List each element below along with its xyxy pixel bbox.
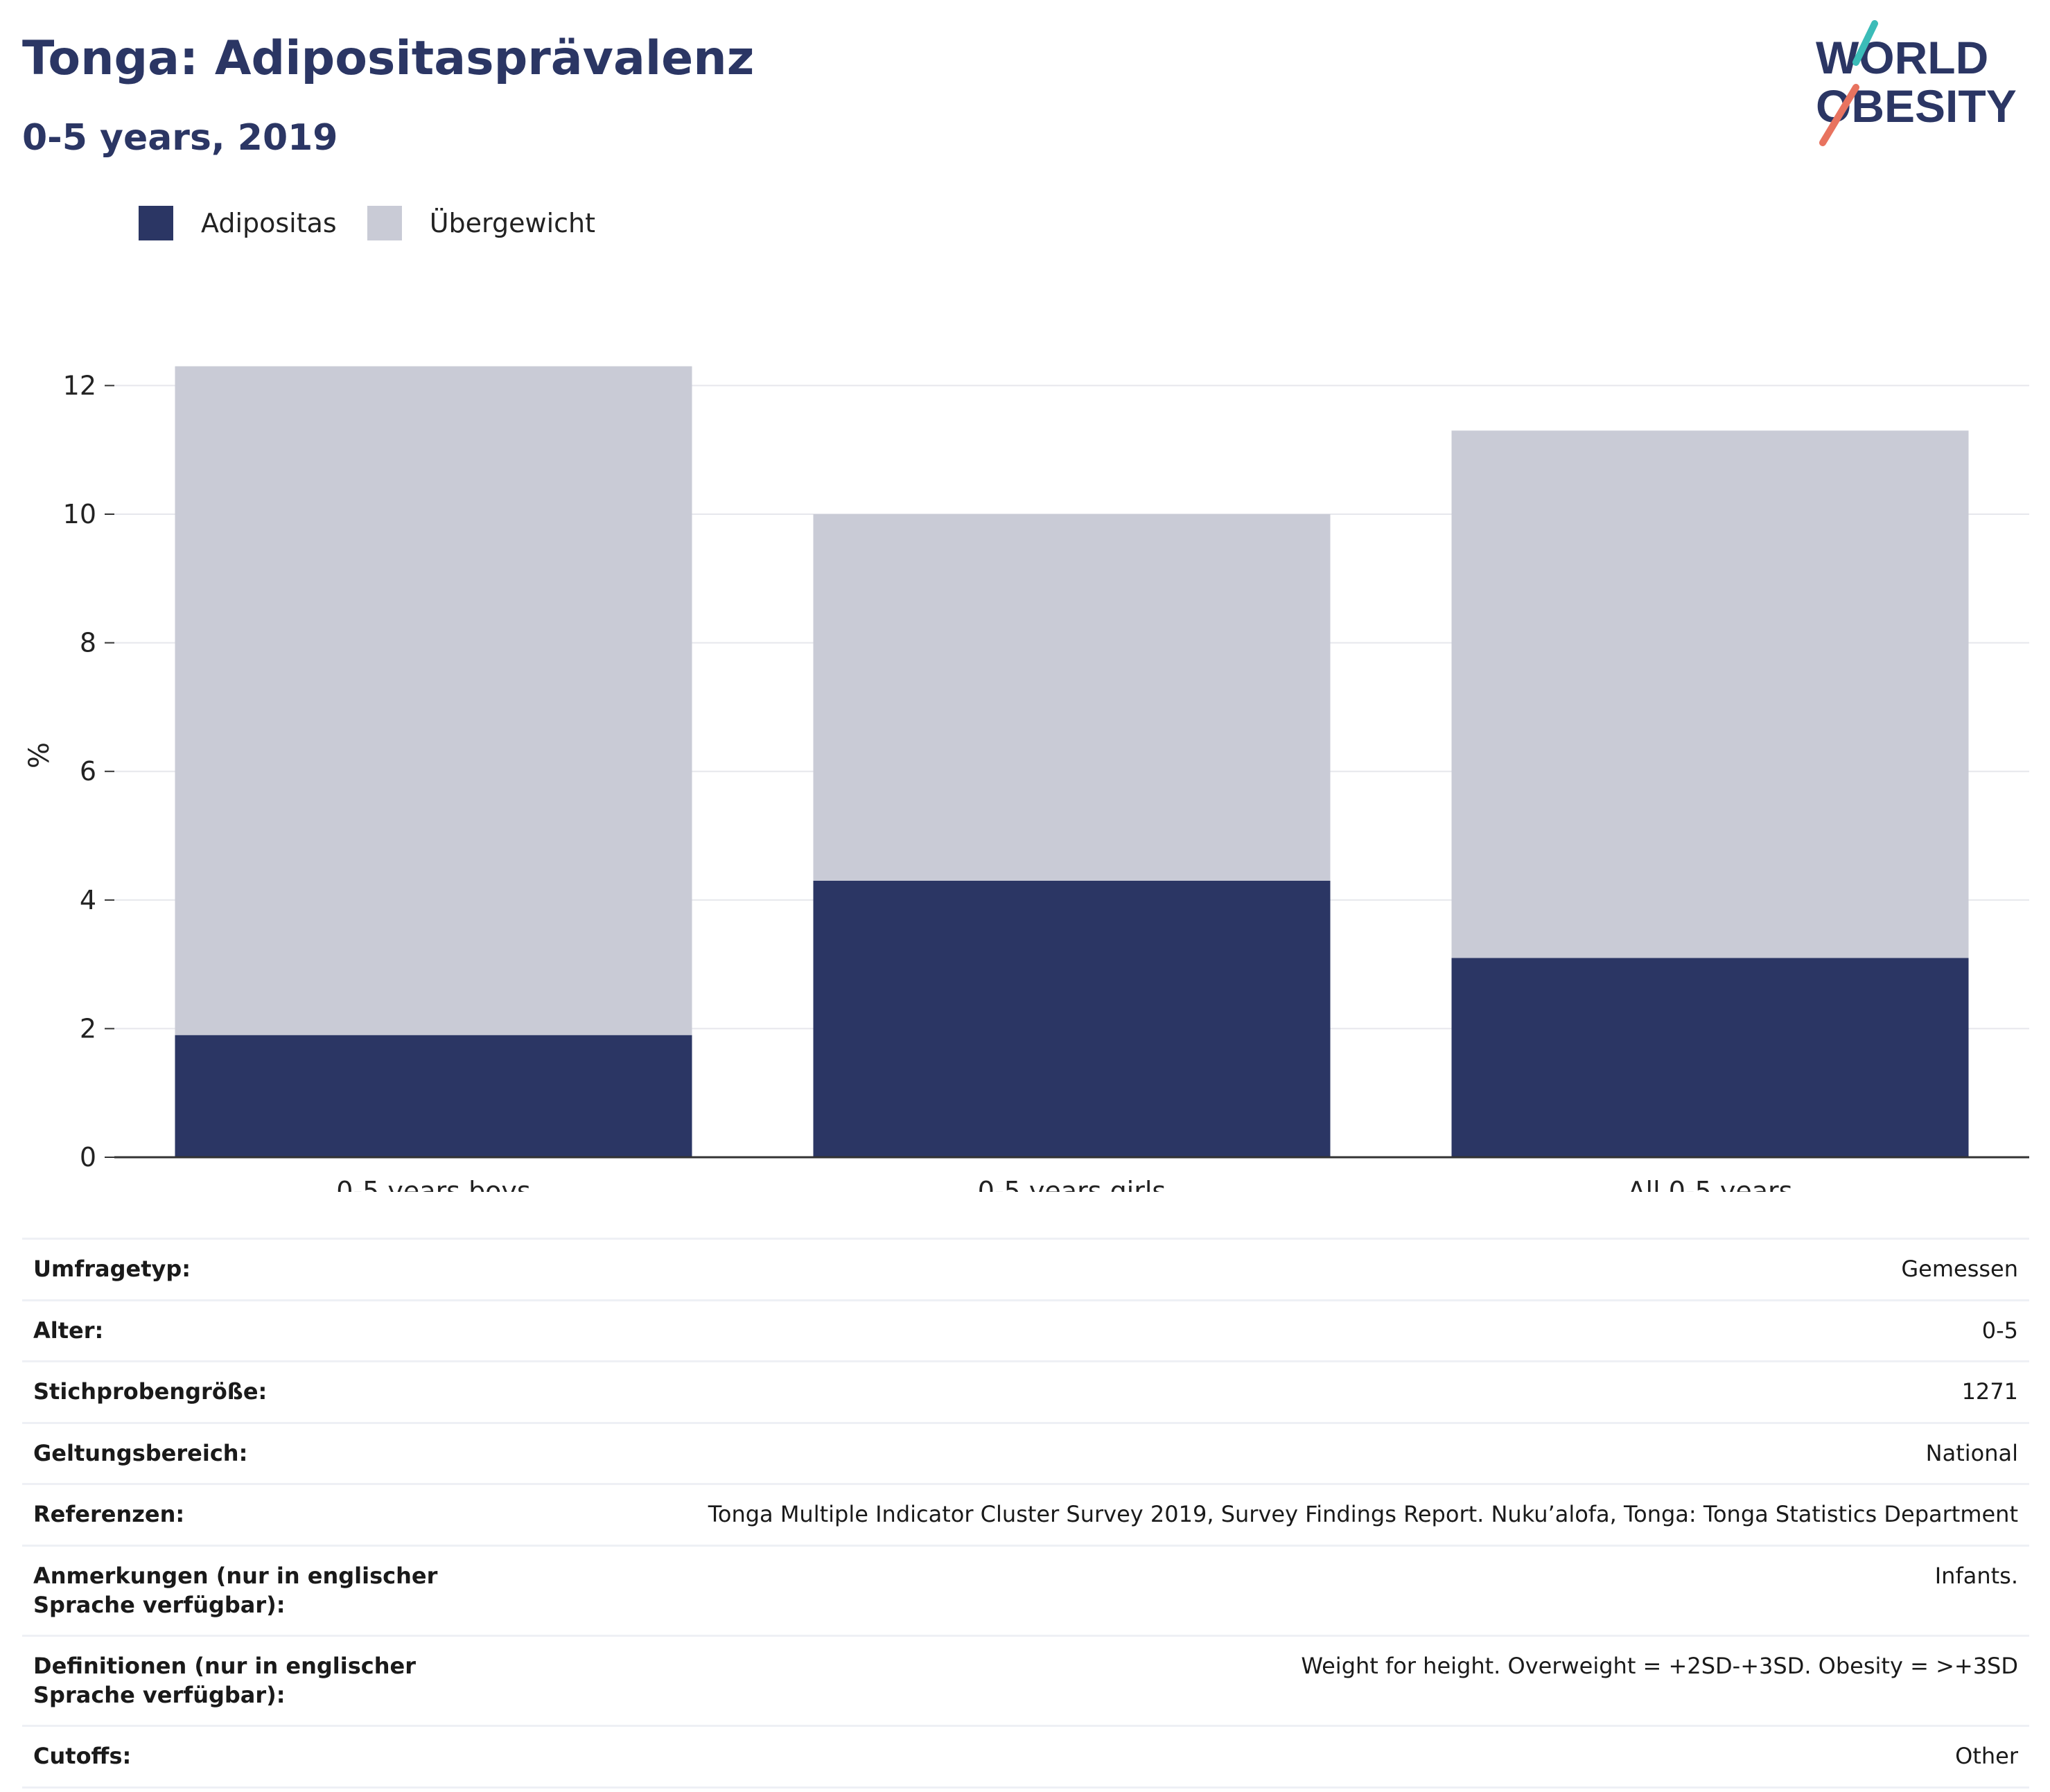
x-tick-label: 0-5 years boys — [336, 1176, 530, 1192]
page-title: Tonga: Adipositasprävalenz — [22, 31, 755, 86]
legend-label-adipositas: Adipositas — [201, 208, 337, 238]
info-value: Gemessen — [1901, 1256, 2018, 1282]
info-row-scope: Geltungsbereich: National — [22, 1423, 2029, 1484]
legend-item-adipositas[interactable]: Adipositas — [139, 206, 337, 240]
bar-adipositas-1 — [813, 880, 1331, 1157]
info-row-definitions: Definitionen (nur in englischer Sprache … — [22, 1635, 2029, 1726]
info-value: Tonga Multiple Indicator Cluster Survey … — [708, 1501, 2018, 1528]
logo-accent-coral — [1819, 84, 1859, 146]
stacked-bar-chart: 0 2 4 6 8 10 12% 0-5 years boys 0-5 years girls A… — [24, 366, 2029, 1192]
info-label: Umfragetyp: — [33, 1256, 191, 1282]
info-row-survey-type: Umfragetyp: Gemessen — [22, 1238, 2029, 1301]
chart-legend: Adipositas Übergewicht — [139, 205, 595, 241]
info-label: Alter: — [33, 1317, 104, 1344]
y-tick-label: 2 — [80, 1013, 96, 1044]
info-value: National — [1925, 1439, 2018, 1466]
info-label: Referenzen: — [33, 1501, 185, 1528]
page-subtitle: 0-5 years, 2019 — [22, 117, 338, 159]
bar-uebergewicht-0 — [175, 366, 692, 1035]
logo-line-2: OBESITY — [1816, 80, 2017, 132]
legend-swatch-adipositas — [139, 206, 173, 240]
info-row-age: Alter: 0-5 — [22, 1300, 2029, 1362]
info-label: Cutoffs: — [33, 1743, 132, 1770]
y-tick-label: 10 — [63, 499, 96, 529]
info-value: Other — [1955, 1743, 2018, 1770]
info-label: Stichprobengröße: — [33, 1378, 268, 1405]
y-tick-label: 6 — [80, 756, 96, 787]
info-value: 1271 — [1961, 1378, 2018, 1405]
info-row-references: Referenzen: Tonga Multiple Indicator Clu… — [22, 1484, 2029, 1546]
x-tick-label: 0-5 years girls — [978, 1176, 1166, 1192]
info-value: Weight for height. Overweight = +2SD-+3S… — [1301, 1653, 2018, 1680]
info-row-notes: Anmerkungen (nur in englischer Sprache v… — [22, 1545, 2029, 1635]
info-label: Anmerkungen (nur in englischer Sprache v… — [33, 1562, 438, 1618]
logo-accent-teal — [1852, 20, 1878, 66]
info-label: Definitionen (nur in englischer Sprache … — [33, 1653, 416, 1708]
y-tick-label: 4 — [80, 885, 96, 915]
bar-uebergewicht-2 — [1451, 430, 1969, 958]
info-row-cutoffs: Cutoffs: Other — [22, 1725, 2029, 1788]
y-tick-label: 0 — [80, 1142, 96, 1172]
legend-item-uebergewicht[interactable]: Übergewicht — [367, 206, 595, 240]
y-axis-title: % — [24, 742, 55, 768]
world-obesity-logo: WORLD OBESITY — [1816, 20, 2017, 146]
bar-adipositas-2 — [1451, 958, 1969, 1157]
info-row-sample-size: Stichprobengröße: 1271 — [22, 1361, 2029, 1423]
legend-label-uebergewicht: Übergewicht — [429, 208, 595, 238]
legend-swatch-uebergewicht — [367, 206, 402, 240]
info-value: Infants. — [1934, 1562, 2018, 1589]
logo-line-1: WORLD — [1816, 32, 1988, 83]
info-label: Geltungsbereich: — [33, 1439, 248, 1466]
x-tick-label: All 0-5 years — [1628, 1176, 1793, 1192]
info-value: 0-5 — [1981, 1317, 2018, 1344]
survey-info-table: Umfragetyp: Gemessen Alter: 0-5 Stichpro… — [22, 1238, 2029, 1789]
y-tick-label: 8 — [80, 628, 96, 658]
bar-uebergewicht-1 — [813, 514, 1331, 881]
bar-adipositas-0 — [175, 1035, 692, 1157]
y-tick-label: 12 — [63, 370, 96, 401]
